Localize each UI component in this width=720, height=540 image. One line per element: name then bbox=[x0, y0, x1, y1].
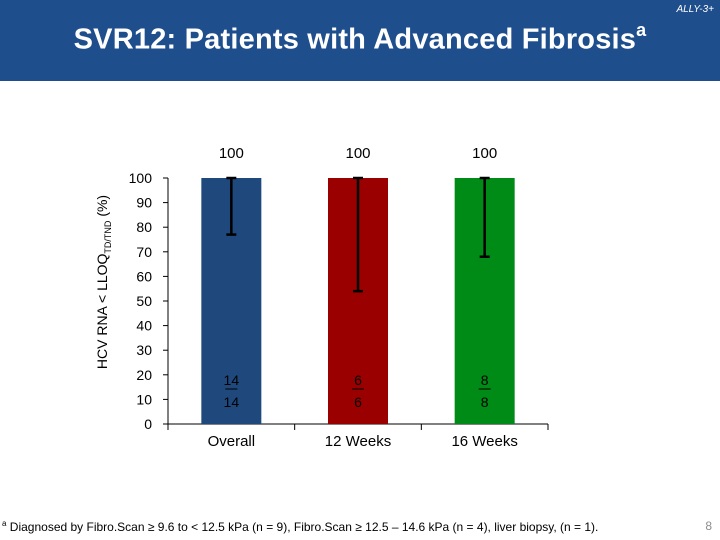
y-tick-label: 10 bbox=[136, 391, 152, 407]
slide-title-text: SVR12: Patients with Advanced Fibrosis bbox=[73, 23, 637, 56]
header-banner: ALLY-3+ SVR12: Patients with Advanced Fi… bbox=[0, 0, 720, 81]
y-tick-label: 30 bbox=[136, 342, 152, 358]
numerator-label: 6 bbox=[354, 372, 362, 388]
y-tick-label: 0 bbox=[144, 416, 152, 432]
title-footnote-marker: a bbox=[636, 20, 647, 40]
study-label: ALLY-3+ bbox=[676, 4, 714, 15]
y-tick-label: 100 bbox=[129, 170, 153, 186]
category-label: 12 Weeks bbox=[325, 433, 391, 450]
y-axis-label-main: HCV RNA < LLOQ bbox=[94, 253, 110, 369]
page-number: 8 bbox=[705, 519, 712, 533]
numerator-label: 14 bbox=[224, 372, 240, 388]
y-tick-label: 60 bbox=[136, 268, 152, 284]
y-axis-label-unit: (%) bbox=[94, 195, 110, 221]
value-label: 100 bbox=[472, 145, 497, 162]
y-axis-label-subscript: TD/TND bbox=[103, 220, 113, 253]
y-axis-label: HCV RNA < LLOQTD/TND (%) bbox=[94, 195, 113, 369]
denominator-label: 6 bbox=[354, 394, 362, 410]
denominator-label: 8 bbox=[481, 394, 489, 410]
y-tick-label: 80 bbox=[136, 219, 152, 235]
footnote-marker: a bbox=[2, 519, 7, 528]
footnote-text: Diagnosed by Fibro.Scan ≥ 9.6 to < 12.5 … bbox=[6, 520, 599, 534]
numerator-label: 8 bbox=[481, 372, 489, 388]
slide-title: SVR12: Patients with Advanced Fibrosisa bbox=[0, 20, 720, 57]
y-tick-label: 90 bbox=[136, 195, 152, 211]
denominator-label: 14 bbox=[224, 394, 240, 410]
y-tick-label: 40 bbox=[136, 318, 152, 334]
category-label: Overall bbox=[208, 433, 256, 450]
y-tick-label: 70 bbox=[136, 244, 152, 260]
footnote: a Diagnosed by Fibro.Scan ≥ 9.6 to < 12.… bbox=[2, 519, 598, 534]
y-tick-label: 20 bbox=[136, 367, 152, 383]
y-tick-label: 50 bbox=[136, 293, 152, 309]
value-label: 100 bbox=[219, 145, 244, 162]
category-label: 16 Weeks bbox=[451, 433, 517, 450]
value-label: 100 bbox=[345, 145, 370, 162]
